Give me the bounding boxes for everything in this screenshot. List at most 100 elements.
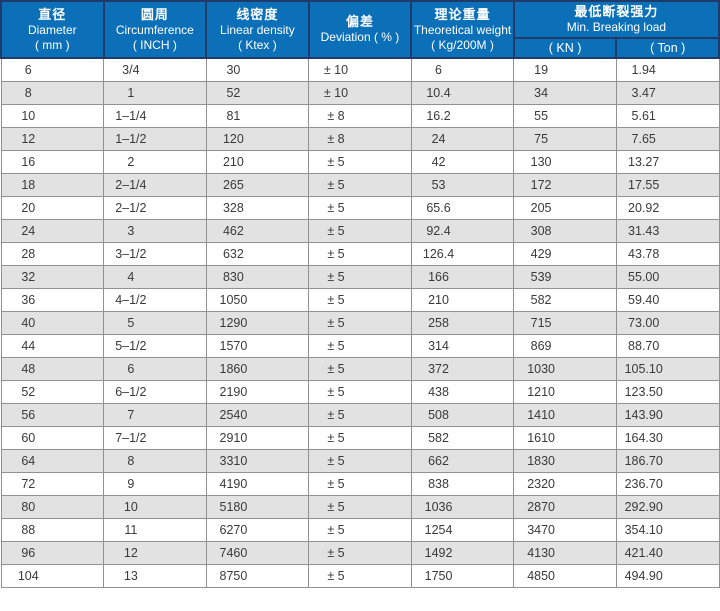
table-cell: 12	[0, 126, 105, 151]
table-body: 6 3/4 30 ± 10 6 19 1.94 8 1 52 ± 10 10.4 34 3.47 10 1–1…	[0, 57, 720, 588]
table-cell: ± 5	[308, 402, 412, 427]
table-row: 16 2 210 ± 5 42 130 13.27	[0, 149, 720, 174]
table-cell: 7	[103, 402, 207, 427]
table-cell: 19	[513, 57, 617, 82]
table-cell: ± 5	[308, 540, 412, 565]
table-cell: 10.4	[410, 80, 515, 105]
table-cell: 186.70	[615, 448, 720, 473]
table-cell: 1254	[410, 517, 515, 542]
table-cell: 494.90	[615, 563, 720, 588]
table-cell: 7.65	[615, 126, 720, 151]
table-cell: ± 5	[308, 448, 412, 473]
table-cell: 81	[205, 103, 310, 128]
table-cell: 4130	[513, 540, 617, 565]
table-cell: 18	[0, 172, 105, 197]
table-cell: 120	[205, 126, 310, 151]
table-cell: 8	[0, 80, 105, 105]
table-cell: 36	[0, 287, 105, 312]
table-cell: 308	[513, 218, 617, 243]
table-cell: 3–1/2	[103, 241, 207, 266]
table-row: 80 10 5180 ± 5 1036 2870 292.90	[0, 494, 720, 519]
table-cell: 7460	[205, 540, 310, 565]
table-cell: 52	[0, 379, 105, 404]
table-cell: 210	[205, 149, 310, 174]
table-row: 12 1–1/2 120 ± 8 24 75 7.65	[0, 126, 720, 151]
table-cell: 2320	[513, 471, 617, 496]
col-header-circumference-unit: ( INCH )	[132, 37, 177, 52]
table-cell: ± 8	[308, 126, 412, 151]
col-header-ton: ( Ton )	[615, 37, 720, 59]
table-cell: 438	[410, 379, 515, 404]
table-cell: 17.55	[615, 172, 720, 197]
table-cell: 172	[513, 172, 617, 197]
table-cell: ± 5	[308, 379, 412, 404]
col-header-deviation-en: Deviation ( % )	[320, 30, 400, 44]
table-cell: 6–1/2	[103, 379, 207, 404]
table-cell: 2–1/2	[103, 195, 207, 220]
table-cell: 1570	[205, 333, 310, 358]
table-cell: 4	[103, 264, 207, 289]
table-cell: ± 5	[308, 264, 412, 289]
rope-spec-table: 直径 Diameter ( mm ) 圆周 Circumference ( IN…	[0, 0, 720, 588]
table-cell: 44	[0, 333, 105, 358]
table-cell: 1830	[513, 448, 617, 473]
table-cell: 1.94	[615, 57, 720, 82]
table-row: 72 9 4190 ± 5 838 2320 236.70	[0, 471, 720, 496]
table-cell: 2910	[205, 425, 310, 450]
table-cell: 1–1/4	[103, 103, 207, 128]
table-cell: 130	[513, 149, 617, 174]
table-cell: 126.4	[410, 241, 515, 266]
table-cell: 582	[410, 425, 515, 450]
table-cell: 13.27	[615, 149, 720, 174]
table-cell: ± 5	[308, 563, 412, 588]
table-cell: 508	[410, 402, 515, 427]
table-cell: 1290	[205, 310, 310, 335]
table-cell: 59.40	[615, 287, 720, 312]
table-cell: 10	[0, 103, 105, 128]
table-cell: 236.70	[615, 471, 720, 496]
col-header-theoretical-weight-unit: ( Kg/200M )	[431, 37, 494, 52]
table-cell: 6	[0, 57, 105, 82]
table-cell: 30	[205, 57, 310, 82]
table-cell: 2870	[513, 494, 617, 519]
table-row: 8 1 52 ± 10 10.4 34 3.47	[0, 80, 720, 105]
table-cell: ± 5	[308, 494, 412, 519]
table-cell: 92.4	[410, 218, 515, 243]
table-row: 44 5–1/2 1570 ± 5 314 869 88.70	[0, 333, 720, 358]
table-cell: 539	[513, 264, 617, 289]
table-cell: 5–1/2	[103, 333, 207, 358]
table-row: 60 7–1/2 2910 ± 5 582 1610 164.30	[0, 425, 720, 450]
table-cell: 1750	[410, 563, 515, 588]
table-cell: 8	[103, 448, 207, 473]
table-cell: 11	[103, 517, 207, 542]
table-row: 40 5 1290 ± 5 258 715 73.00	[0, 310, 720, 335]
table-cell: 166	[410, 264, 515, 289]
table-cell: 715	[513, 310, 617, 335]
col-header-linear-density-zh: 线密度	[236, 6, 279, 22]
table-cell: 12	[103, 540, 207, 565]
table-cell: 421.40	[615, 540, 720, 565]
table-cell: 210	[410, 287, 515, 312]
table-cell: 5180	[205, 494, 310, 519]
table-cell: 3310	[205, 448, 310, 473]
table-cell: ± 10	[308, 57, 412, 82]
table-cell: 10	[103, 494, 207, 519]
table-cell: 265	[205, 172, 310, 197]
table-cell: 1610	[513, 425, 617, 450]
table-cell: 32	[0, 264, 105, 289]
table-cell: 354.10	[615, 517, 720, 542]
table-cell: ± 5	[308, 471, 412, 496]
table-cell: 24	[0, 218, 105, 243]
table-cell: 6	[410, 57, 515, 82]
table-cell: ± 5	[308, 333, 412, 358]
table-cell: ± 5	[308, 425, 412, 450]
table-row: 104 13 8750 ± 5 1750 4850 494.90	[0, 563, 720, 588]
table-row: 36 4–1/2 1050 ± 5 210 582 59.40	[0, 287, 720, 312]
table-cell: 582	[513, 287, 617, 312]
header-row: 直径 Diameter ( mm ) 圆周 Circumference ( IN…	[0, 0, 720, 59]
table-cell: 80	[0, 494, 105, 519]
table-cell: 662	[410, 448, 515, 473]
table-cell: 42	[410, 149, 515, 174]
table-row: 28 3–1/2 632 ± 5 126.4 429 43.78	[0, 241, 720, 266]
table-cell: 1050	[205, 287, 310, 312]
